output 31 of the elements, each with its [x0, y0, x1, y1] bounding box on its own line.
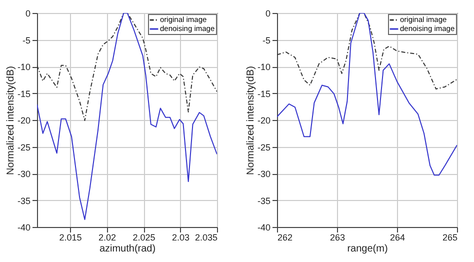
y-tick-label: -30	[257, 169, 270, 179]
y-tick-label: -35	[17, 196, 30, 206]
x-tick-label: 2.035	[194, 232, 218, 242]
y-tick-label: -5	[262, 35, 270, 46]
x-tick-label: 264	[390, 232, 406, 242]
y-tick-label: -30	[17, 169, 30, 179]
y-tick-label: -35	[257, 196, 270, 206]
y-tick-label: 0	[265, 8, 270, 18]
y-axis-title: Normalized intensity(dB)	[5, 66, 16, 175]
y-tick-label: 0	[25, 8, 30, 18]
y-tick-label: -20	[17, 116, 30, 126]
y-tick-label: -10	[257, 62, 270, 72]
x-tick-label: 2.02	[98, 232, 116, 242]
y-tick-label: -15	[17, 88, 30, 99]
x-tick-label: 2.015	[59, 232, 82, 242]
x-tick-label: 263	[330, 232, 346, 242]
y-tick-label: -20	[257, 116, 270, 126]
x-tick-label: 2.025	[132, 232, 156, 242]
x-axis-title: azimuth(rad)	[99, 244, 156, 254]
x-axis-title: range(m)	[347, 244, 388, 254]
x-tick-label: 262	[278, 232, 293, 242]
x-tick-label: 265	[442, 232, 458, 242]
y-tick-label: -5	[22, 35, 30, 46]
y-tick-label: -40	[17, 222, 30, 232]
y-tick-label: -40	[257, 222, 270, 232]
y-tick-label: -15	[257, 88, 270, 99]
y-tick-label: -25	[257, 142, 270, 152]
y-axis-title: Normalized intensity(dB)	[245, 66, 256, 175]
y-tick-label: -25	[17, 142, 30, 152]
x-tick-label: 2.03	[172, 232, 190, 242]
y-tick-label: -10	[17, 62, 30, 72]
